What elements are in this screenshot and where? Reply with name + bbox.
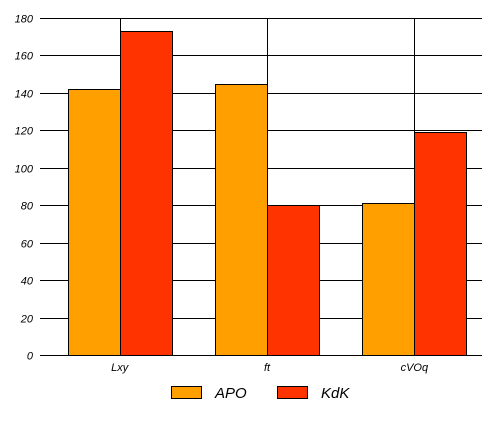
y-axis-ticks: 0 20 40 60 80 100 120 140 160 180: [15, 14, 34, 363]
y-tick-label-2: 40: [21, 276, 34, 288]
legend-label-APO: APO: [214, 385, 247, 402]
legend-swatch-APO: [171, 386, 202, 399]
bar-KdK-ft: [267, 205, 320, 356]
y-tick-label-5: 100: [15, 164, 34, 176]
y-tick-label-0: 0: [27, 351, 34, 363]
y-tick-label-3: 60: [21, 239, 34, 251]
bar-APO-Lxy: [68, 89, 121, 356]
y-tick-label-4: 80: [21, 201, 34, 213]
bar-KdK-Lxy: [120, 31, 173, 356]
bar-APO-cVOq: [362, 203, 415, 356]
bar-APO-ft: [215, 84, 268, 356]
x-tick-label-2: cVOq: [401, 362, 429, 374]
x-tick-label-0: Lxy: [111, 362, 130, 374]
bar-KdK-cVOq: [414, 132, 467, 356]
x-axis-ticks: Lxy ft cVOq: [111, 362, 429, 374]
y-tick-label-9: 180: [15, 14, 34, 26]
bars: [68, 31, 467, 356]
y-tick-label-6: 120: [15, 126, 34, 138]
legend: APO KdK: [171, 385, 350, 402]
y-tick-label-8: 160: [15, 51, 34, 63]
y-tick-label-7: 140: [15, 89, 34, 101]
y-tick-label-1: 20: [20, 314, 34, 326]
legend-label-KdK: KdK: [321, 385, 350, 402]
legend-swatch-KdK: [277, 386, 308, 399]
x-tick-label-1: ft: [264, 362, 271, 374]
